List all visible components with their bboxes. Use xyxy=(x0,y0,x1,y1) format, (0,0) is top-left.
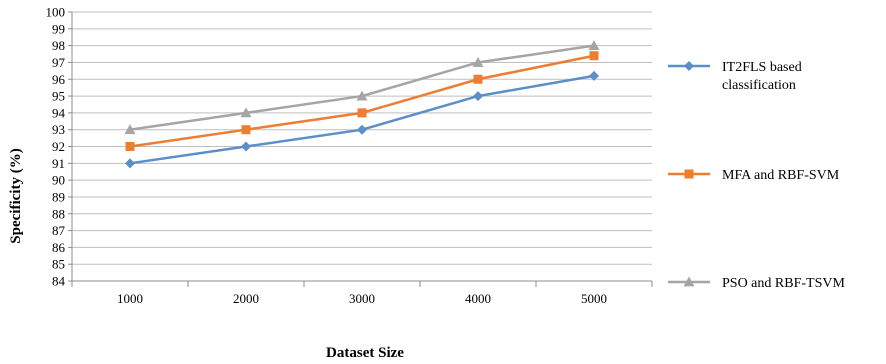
data-point xyxy=(588,40,600,51)
y-tick-label: 97 xyxy=(52,55,66,70)
data-point xyxy=(473,91,483,102)
data-point xyxy=(589,70,599,81)
y-tick-label: 85 xyxy=(52,257,65,272)
x-tick-labels: 1000 2000 3000 4000 5000 xyxy=(117,291,607,306)
series-2 xyxy=(125,51,599,151)
legend-entry-1: IT2FLS based classification xyxy=(668,60,802,93)
series-lines xyxy=(124,40,600,169)
y-tick-label: 100 xyxy=(46,5,66,20)
data-point xyxy=(357,124,367,135)
data-point xyxy=(356,90,368,101)
y-tick-label: 88 xyxy=(52,206,65,221)
data-point xyxy=(357,108,367,118)
data-point xyxy=(589,51,599,61)
x-axis-title: Dataset Size xyxy=(326,345,404,361)
y-tick-label: 89 xyxy=(52,189,65,204)
x-tick-label: 2000 xyxy=(233,291,259,306)
data-point xyxy=(241,141,251,152)
y-tick-label: 90 xyxy=(52,173,65,188)
y-tick-label: 95 xyxy=(52,89,65,104)
legend-label: classification xyxy=(722,78,796,93)
axes xyxy=(68,11,653,287)
data-point xyxy=(240,107,252,118)
legend-label: MFA and RBF-SVM xyxy=(722,168,840,183)
data-point xyxy=(472,56,484,67)
legend-swatch-marker xyxy=(684,61,694,71)
data-point xyxy=(124,124,136,135)
y-tick-label: 94 xyxy=(52,105,66,120)
y-tick-label: 93 xyxy=(52,122,65,137)
series-1 xyxy=(125,70,599,169)
series-3 xyxy=(124,40,600,135)
legend-swatch-marker xyxy=(684,169,694,179)
y-tick-label: 86 xyxy=(52,240,66,255)
legend: IT2FLS based classification MFA and RBF-SV… xyxy=(668,60,845,291)
data-point xyxy=(125,142,135,151)
x-tick-label: 5000 xyxy=(581,291,607,306)
y-tick-label: 96 xyxy=(52,72,66,87)
legend-entry-3: PSO and RBF-TSVM xyxy=(668,276,845,291)
legend-label: PSO and RBF-TSVM xyxy=(722,276,845,291)
y-tick-label: 92 xyxy=(52,139,65,154)
x-tick-label: 3000 xyxy=(349,291,375,306)
x-tick-label: 4000 xyxy=(465,291,491,306)
legend-swatch-marker xyxy=(683,276,695,287)
y-tick-label: 91 xyxy=(52,156,65,171)
legend-label: IT2FLS based xyxy=(722,60,802,75)
data-point xyxy=(241,125,251,135)
y-tick-label: 99 xyxy=(52,21,65,36)
y-tick-label: 98 xyxy=(52,38,65,53)
y-tick-label: 87 xyxy=(52,223,66,238)
x-tick-label: 1000 xyxy=(117,291,143,306)
y-tick-label: 84 xyxy=(52,274,66,289)
legend-entry-2: MFA and RBF-SVM xyxy=(668,168,840,183)
y-axis-title: Specificity (%) xyxy=(8,148,24,243)
data-point xyxy=(125,158,135,169)
data-point xyxy=(473,74,483,84)
